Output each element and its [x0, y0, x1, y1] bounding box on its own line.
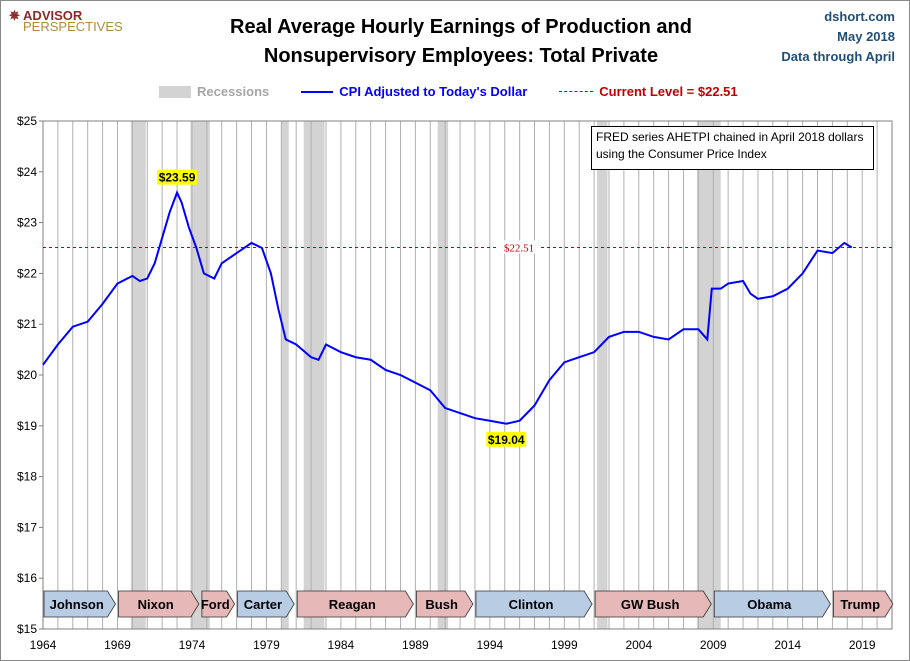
legend-recessions: Recessions: [197, 84, 270, 99]
x-tick-label: 2004: [625, 638, 652, 652]
y-tick-label: $18: [17, 470, 37, 484]
y-tick-label: $15: [17, 622, 37, 636]
annotation-bg: [486, 431, 527, 447]
president-label: Nixon: [138, 597, 174, 612]
y-tick-label: $25: [17, 114, 37, 128]
x-tick-label: 1999: [551, 638, 578, 652]
y-tick-label: $23: [17, 216, 37, 230]
annotation-label: $23.59: [159, 171, 196, 185]
logo-line1: ADVISOR: [23, 8, 83, 23]
president-arrow: [415, 590, 474, 618]
y-tick-label: $24: [17, 165, 37, 179]
president-label: Bush: [425, 597, 458, 612]
recession-band: [190, 121, 210, 629]
president-arrow: [43, 590, 116, 618]
legend-current-swatch: [559, 91, 594, 92]
president-arrow: [475, 590, 593, 618]
x-tick-label: 1984: [328, 638, 355, 652]
recession-band: [696, 121, 721, 629]
data-through: Data through April: [781, 49, 895, 64]
x-tick-label: 1989: [402, 638, 429, 652]
current-label-bg: [498, 240, 540, 254]
publish-date: May 2018: [837, 29, 895, 44]
logo-line2: PERSPECTIVES: [23, 19, 123, 34]
president-arrow: [201, 590, 236, 618]
advisor-perspectives-logo: ✵ ADVISOR PERSPECTIVES: [9, 8, 123, 34]
x-tick-label: 2009: [700, 638, 727, 652]
x-tick-label: 1994: [476, 638, 503, 652]
x-tick-label: 2019: [849, 638, 876, 652]
x-tick-label: 1964: [30, 638, 57, 652]
president-label: Trump: [840, 597, 880, 612]
plot-background: [43, 121, 892, 629]
president-label: Clinton: [509, 597, 554, 612]
recession-band: [303, 121, 325, 629]
y-tick-label: $22: [17, 266, 37, 280]
source-info: dshort.com May 2018 Data through April: [781, 7, 895, 67]
y-tick-label: $17: [17, 520, 37, 534]
president-arrow: [118, 590, 200, 618]
series-line: [42, 190, 853, 425]
chart-title: Real Average Hourly Earnings of Producti…: [230, 16, 692, 67]
legend: Recessions CPI Adjusted to Today's Dolla…: [159, 84, 738, 99]
source-site: dshort.com: [824, 9, 895, 24]
compass-icon: ✵: [9, 8, 20, 23]
x-tick-label: 1969: [104, 638, 131, 652]
president-label: GW Bush: [621, 597, 680, 612]
legend-recession-swatch: [159, 85, 191, 98]
recession-band: [437, 121, 449, 629]
president-label: Obama: [747, 597, 792, 612]
note-box: FRED series AHETPI chained in April 2018…: [591, 126, 874, 170]
recession-band: [130, 121, 146, 629]
current-level-label: $22.51: [504, 242, 534, 254]
president-arrow: [296, 590, 414, 618]
president-label: Carter: [244, 597, 282, 612]
x-tick-label: 1979: [253, 638, 280, 652]
president-label: Johnson: [50, 597, 104, 612]
president-label: Ford: [201, 597, 230, 612]
annotation-bg: [157, 169, 198, 185]
x-tick-label: 1974: [179, 638, 206, 652]
y-tick-label: $21: [17, 317, 37, 331]
y-tick-label: $19: [17, 419, 37, 433]
recession-band: [597, 121, 608, 629]
y-tick-label: $16: [17, 571, 37, 585]
annotation-label: $19.04: [488, 433, 525, 447]
president-arrow: [833, 590, 894, 618]
y-tick-label: $20: [17, 368, 37, 382]
recession-band: [281, 121, 289, 629]
president-arrow: [594, 590, 712, 618]
legend-series: CPI Adjusted to Today's Dollar: [339, 84, 528, 99]
legend-series-swatch: [301, 90, 334, 93]
president-arrow: [713, 590, 831, 618]
president-arrow: [237, 590, 295, 618]
legend-current: Current Level = $22.51: [599, 84, 738, 99]
x-tick-label: 2014: [774, 638, 801, 652]
president-label: Reagan: [329, 597, 376, 612]
